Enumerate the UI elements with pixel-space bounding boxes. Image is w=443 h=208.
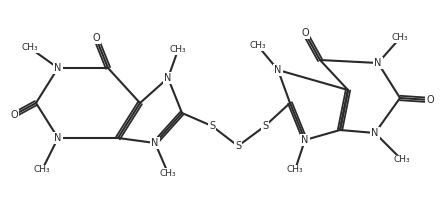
Text: CH₃: CH₃ — [250, 42, 266, 51]
Text: CH₃: CH₃ — [34, 166, 51, 175]
Text: CH₃: CH₃ — [392, 33, 408, 42]
Text: O: O — [426, 95, 434, 105]
Text: S: S — [262, 121, 268, 131]
Text: S: S — [235, 141, 241, 151]
Text: O: O — [301, 28, 309, 38]
Text: N: N — [274, 65, 282, 75]
Text: CH₃: CH₃ — [394, 156, 410, 165]
Text: CH₃: CH₃ — [159, 168, 176, 177]
Text: N: N — [371, 128, 379, 138]
Text: CH₃: CH₃ — [22, 43, 38, 52]
Text: N: N — [374, 58, 382, 68]
Text: O: O — [92, 33, 100, 43]
Text: CH₃: CH₃ — [170, 46, 187, 54]
Text: O: O — [10, 110, 18, 120]
Text: N: N — [152, 138, 159, 148]
Text: S: S — [209, 121, 215, 131]
Text: N: N — [54, 63, 62, 73]
Text: CH₃: CH₃ — [287, 166, 303, 175]
Text: N: N — [301, 135, 309, 145]
Text: N: N — [164, 73, 172, 83]
Text: N: N — [54, 133, 62, 143]
